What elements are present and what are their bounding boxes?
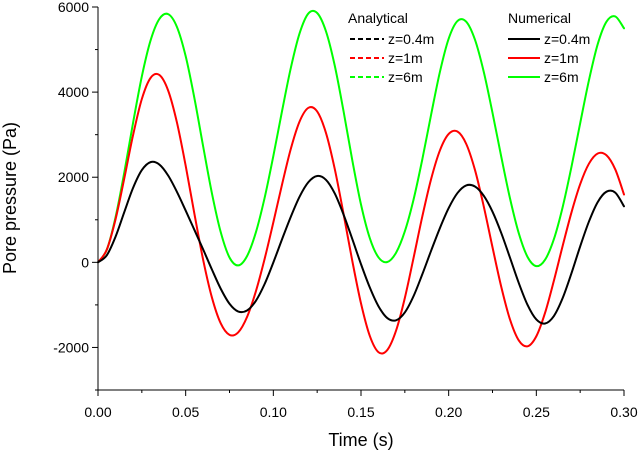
legend-label: z=6m	[388, 69, 423, 85]
x-tick-label: 0.20	[435, 404, 462, 420]
x-ticks: 0.00 0.05 0.10 0.15 0.20 0.25 0.30	[84, 390, 638, 420]
x-tick-label: 0.15	[347, 404, 374, 420]
legend-label: z=6m	[544, 69, 579, 85]
legend-label: z=0.4m	[388, 31, 434, 47]
legend-label: z=1m	[388, 50, 423, 66]
y-axis-title: Pore pressure (Pa)	[0, 122, 20, 274]
y-tick-label: -2000	[53, 339, 89, 355]
x-tick-label: 0.10	[260, 404, 287, 420]
y-ticks: -2000 0 2000 4000 6000	[53, 0, 98, 391]
y-tick-label: 2000	[58, 169, 89, 185]
x-tick-label: 0.30	[610, 404, 637, 420]
series-line-z-6m	[97, 9, 625, 268]
series-line-z-0-4m	[97, 160, 625, 325]
legend-title: Analytical	[348, 10, 408, 26]
x-tick-label: 0.00	[84, 404, 111, 420]
x-tick-label: 0.25	[523, 404, 550, 420]
legend-label: z=0.4m	[544, 31, 590, 47]
y-tick-label: 4000	[58, 84, 89, 100]
legend-title: Numerical	[508, 10, 571, 26]
y-tick-label: 6000	[58, 0, 89, 15]
x-axis-title: Time (s)	[328, 430, 393, 450]
legend-label: z=1m	[544, 50, 579, 66]
series-line-z-1m	[97, 72, 625, 355]
legend: Analytical z=0.4m z=1m z=6m Numerical z=0.4m z…	[348, 10, 590, 85]
y-tick-label: 0	[81, 254, 89, 270]
series-layer	[97, 9, 625, 355]
x-tick-label: 0.05	[172, 404, 199, 420]
